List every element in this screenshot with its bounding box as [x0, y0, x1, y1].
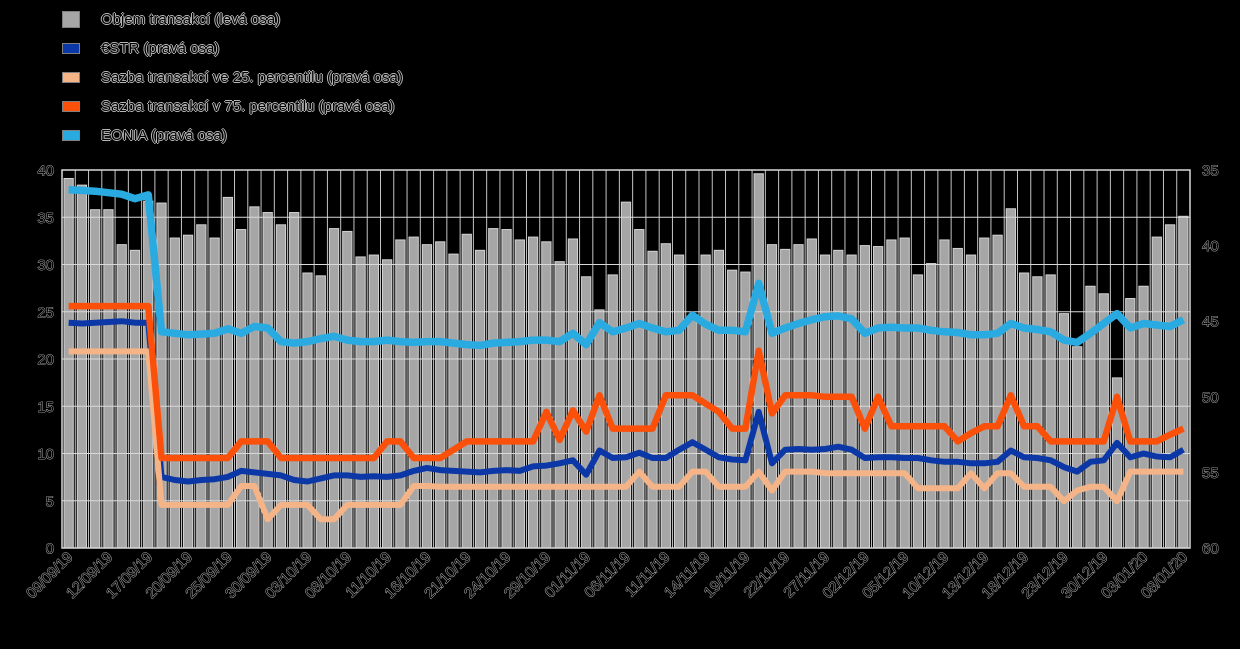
volume-bar	[76, 184, 88, 549]
left-axis-tick: 30	[37, 257, 54, 274]
left-axis-tick: 0	[46, 541, 54, 558]
left-axis-tick: 10	[37, 446, 54, 463]
volume-bar	[63, 178, 74, 549]
legend-swatch-eonia	[62, 130, 80, 141]
legend-swatch-estr	[62, 43, 80, 54]
right-axis-tick: 50	[1202, 389, 1219, 406]
volume-bar	[713, 249, 725, 549]
volume-bar	[1032, 276, 1043, 549]
volume-bar	[103, 209, 114, 549]
volume-bar	[488, 228, 499, 549]
volume-bar	[196, 224, 207, 549]
right-axis-tick: 55	[1202, 465, 1219, 482]
volume-bar	[328, 228, 340, 549]
volume-bar	[435, 241, 446, 549]
volume-bar	[1005, 208, 1016, 549]
volume-bar	[315, 275, 326, 549]
volume-bar	[275, 224, 287, 549]
left-axis-tick: 5	[46, 493, 54, 510]
volume-bar	[673, 254, 685, 549]
volume-bar	[554, 261, 565, 549]
volume-bar	[952, 247, 963, 549]
volume-bar	[209, 237, 220, 549]
right-axis-tick: 45	[1202, 314, 1219, 331]
volume-bar	[169, 237, 180, 549]
left-axis-tick: 35	[37, 210, 54, 227]
left-axis-tick: 15	[37, 399, 54, 416]
volume-bar	[620, 201, 632, 549]
volume-bar	[886, 239, 897, 549]
volume-bar	[514, 239, 525, 549]
volume-bar	[448, 253, 459, 549]
volume-bar	[1072, 346, 1083, 549]
volume-bar	[527, 236, 539, 549]
legend-item-p25: Sazba transakcí ve 25. percentilu (pravá…	[62, 63, 403, 92]
volume-bar	[501, 229, 512, 549]
legend-swatch-p75	[62, 101, 80, 112]
volume-bar	[979, 237, 990, 549]
volume-bar	[408, 236, 419, 549]
legend-label-p25: Sazba transakcí ve 25. percentilu (pravá…	[101, 69, 403, 86]
volume-bar	[899, 237, 910, 549]
volume-bar	[594, 309, 605, 549]
volume-bar	[859, 245, 871, 549]
volume-bar	[912, 274, 924, 549]
right-axis-tick: 35	[1202, 163, 1219, 180]
legend-label-estr: €STR (pravá osa)	[101, 40, 220, 57]
estr-line	[68, 318, 1185, 485]
volume-bar	[939, 239, 950, 549]
volume-bar	[1164, 224, 1176, 549]
volume-bar	[687, 315, 698, 549]
volume-bar	[1151, 236, 1162, 549]
legend-item-eonia: EONIA (pravá osa)	[62, 121, 403, 150]
volume-bar	[1058, 313, 1070, 549]
p25-line	[68, 348, 1184, 523]
p75-line	[68, 302, 1185, 462]
eonia-line	[68, 185, 1186, 350]
volume-bar	[116, 244, 127, 549]
volume-bar	[421, 244, 433, 549]
volume-bar	[1178, 215, 1189, 549]
volume-bar	[581, 276, 592, 549]
legend-swatch-objem	[62, 11, 80, 28]
volume-bar	[90, 209, 101, 549]
volume-bar	[1045, 274, 1056, 549]
volume-bar	[129, 249, 141, 549]
legend-label-eonia: EONIA (pravá osa)	[101, 127, 227, 144]
volume-bar	[474, 249, 486, 549]
volume-bar	[634, 229, 645, 549]
legend-item-objem: Objem transakcí (levá osa)	[62, 5, 403, 34]
volume-bar	[965, 254, 977, 549]
legend-label-objem: Objem transakcí (levá osa)	[101, 11, 281, 28]
left-axis-tick: 25	[37, 304, 54, 321]
volume-bar	[541, 241, 552, 549]
legend-item-estr: €STR (pravá osa)	[62, 34, 403, 63]
volume-bar	[262, 212, 273, 549]
right-axis-tick: 60	[1202, 541, 1219, 558]
left-axis-tick: 40	[37, 163, 54, 180]
volume-bar	[819, 254, 831, 549]
legend-item-p75: Sazba transakcí v 75. percentilu (pravá …	[62, 92, 403, 121]
left-axis-tick: 20	[37, 352, 54, 369]
volume-bar	[236, 229, 247, 549]
chart-legend: Objem transakcí (levá osa) €STR (pravá o…	[62, 5, 403, 150]
legend-swatch-p25	[62, 72, 80, 83]
volume-bar	[289, 212, 300, 549]
volume-bar	[647, 250, 658, 549]
plot-frame	[61, 169, 1191, 549]
volume-bar	[607, 274, 618, 549]
volume-bar	[1018, 272, 1030, 549]
legend-label-p75: Sazba transakcí v 75. percentilu (pravá …	[101, 98, 395, 115]
right-axis-tick: 40	[1202, 238, 1219, 255]
volume-bar	[1085, 285, 1096, 549]
volume-bar	[567, 238, 579, 549]
